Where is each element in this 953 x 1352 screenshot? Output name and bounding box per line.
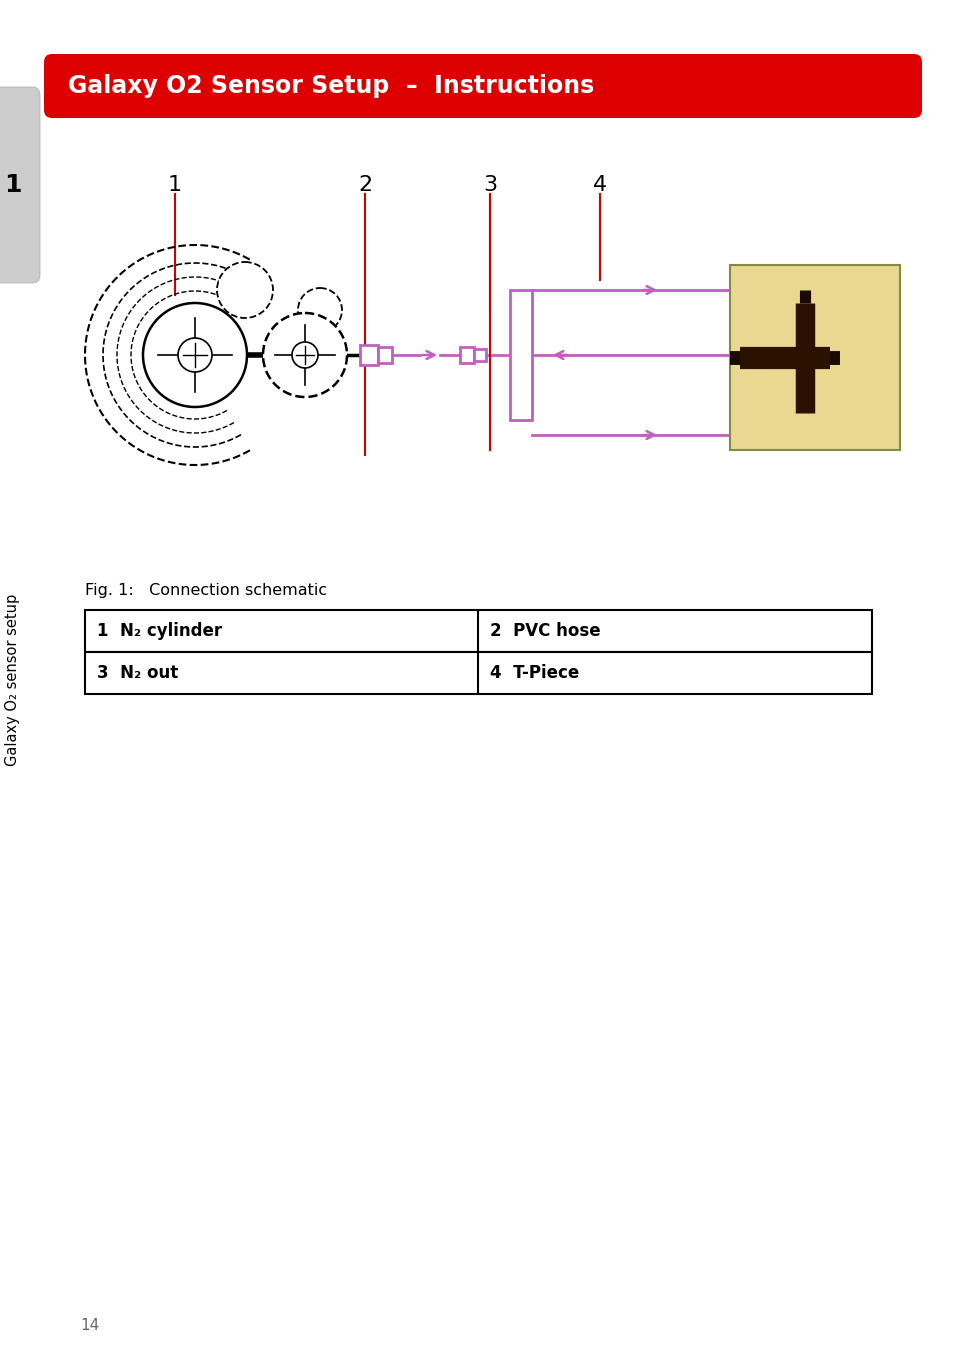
Bar — [377, 347, 392, 362]
Text: 2  PVC hose: 2 PVC hose — [490, 622, 600, 639]
Text: 4: 4 — [593, 174, 606, 195]
Text: 1: 1 — [168, 174, 182, 195]
Circle shape — [216, 262, 273, 318]
Text: Galaxy O₂ sensor setup: Galaxy O₂ sensor setup — [6, 594, 20, 767]
Bar — [474, 349, 485, 361]
Text: 1: 1 — [4, 173, 22, 197]
Bar — [85, 652, 871, 694]
Circle shape — [263, 314, 347, 397]
Text: 3: 3 — [482, 174, 497, 195]
FancyBboxPatch shape — [44, 54, 921, 118]
Text: 4  T-Piece: 4 T-Piece — [490, 664, 579, 681]
Text: 1  N₂ cylinder: 1 N₂ cylinder — [97, 622, 222, 639]
Text: 14: 14 — [80, 1317, 99, 1333]
Circle shape — [178, 338, 212, 372]
Text: 3  N₂ out: 3 N₂ out — [97, 664, 178, 681]
Bar — [359, 345, 377, 365]
Text: Fig. 1:   Connection schematic: Fig. 1: Connection schematic — [85, 583, 327, 598]
Text: Galaxy O2 Sensor Setup  –  Instructions: Galaxy O2 Sensor Setup – Instructions — [68, 74, 594, 97]
FancyBboxPatch shape — [0, 87, 40, 283]
Circle shape — [292, 342, 317, 368]
Bar — [85, 610, 871, 652]
Circle shape — [297, 288, 341, 333]
Text: 2: 2 — [357, 174, 372, 195]
Bar — [510, 289, 532, 420]
Bar — [459, 347, 474, 362]
Circle shape — [143, 303, 247, 407]
Bar — [729, 265, 899, 450]
